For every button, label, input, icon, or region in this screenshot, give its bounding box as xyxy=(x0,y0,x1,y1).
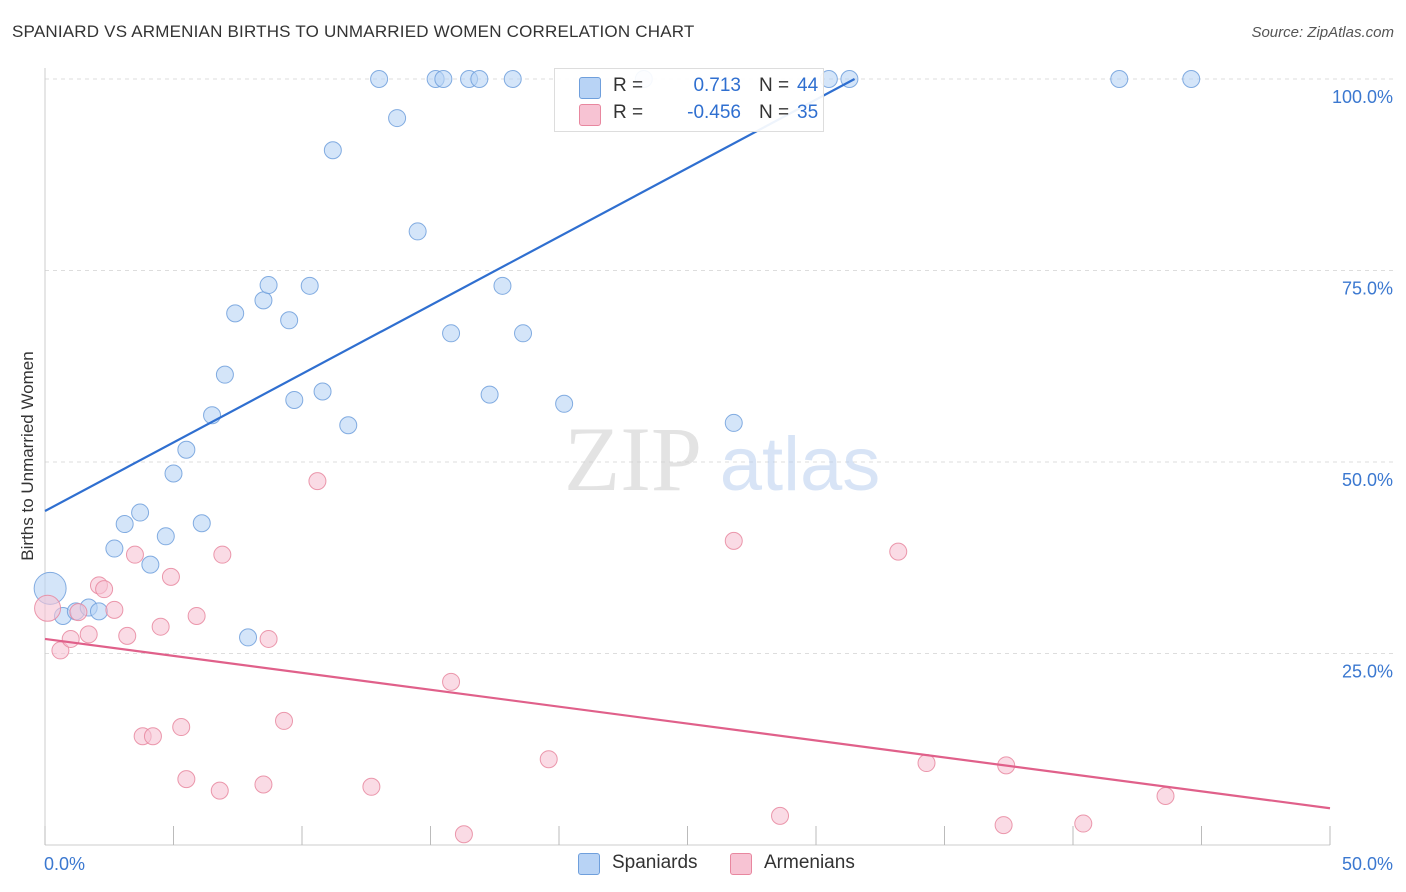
armenians-trend-line xyxy=(44,637,1331,810)
spaniard-point xyxy=(192,514,211,533)
spaniard-point xyxy=(141,555,160,574)
spaniard-point xyxy=(259,276,278,295)
armenians-legend-label: Armenians xyxy=(764,852,855,873)
armenian-point xyxy=(308,472,327,491)
armenian-point xyxy=(994,816,1013,835)
spaniard-point xyxy=(164,464,183,483)
spaniards-legend-label: Spaniards xyxy=(612,852,698,873)
tick-labels: 100.0% 75.0% 50.0% 25.0% 0.0% 50.0% xyxy=(44,87,1393,874)
trend-lines xyxy=(44,78,1331,810)
armenian-point xyxy=(61,629,80,648)
armenian-point xyxy=(275,711,294,730)
spaniard-point xyxy=(503,70,522,88)
spaniard-point xyxy=(226,304,245,323)
spaniard-point xyxy=(555,394,574,413)
armenian-point xyxy=(177,770,196,789)
armenian-point xyxy=(161,567,180,586)
spaniard-point xyxy=(408,222,427,241)
armenian-point xyxy=(454,825,473,844)
spaniard-point xyxy=(156,527,175,546)
armenian-point xyxy=(1074,814,1093,833)
spaniard-point xyxy=(323,141,342,160)
armenian-point xyxy=(105,600,124,619)
spaniard-point xyxy=(285,390,304,409)
armenians-swatch xyxy=(579,104,601,126)
spaniard-point xyxy=(300,276,319,295)
spaniard-point xyxy=(105,539,124,558)
spaniards-legend-swatch xyxy=(578,853,600,875)
spaniard-point xyxy=(115,515,134,534)
spaniard-point xyxy=(131,503,150,522)
armenian-point xyxy=(210,781,229,800)
axes xyxy=(44,68,1331,846)
legend-n-value: 44 xyxy=(797,75,819,96)
source-label: Source: ZipAtlas.com xyxy=(1251,24,1394,41)
armenian-point xyxy=(889,542,908,561)
spaniard-point xyxy=(514,324,533,343)
legend-n-value: 35 xyxy=(797,102,819,123)
spaniards-swatch xyxy=(579,77,601,99)
y-tick-label: 75.0% xyxy=(1342,279,1393,299)
spaniard-point xyxy=(254,291,273,310)
spaniard-point xyxy=(280,311,299,330)
legend-r-label: R = xyxy=(613,102,644,123)
spaniard-point xyxy=(177,440,196,459)
stats-legend: R = 0.713 N = 44 R = -0.456 N = 35 xyxy=(554,68,824,132)
armenian-point xyxy=(259,629,278,648)
legend-n-label: N = xyxy=(759,102,790,123)
legend-r-value: -0.456 xyxy=(687,102,741,123)
y-tick-label: 100.0% xyxy=(1332,87,1393,107)
spaniard-point xyxy=(239,628,258,647)
armenian-point xyxy=(125,545,144,564)
armenian-point xyxy=(362,777,381,796)
x-tick-label: 0.0% xyxy=(44,854,85,874)
grid-lines xyxy=(45,78,1395,654)
spaniard-point xyxy=(339,416,358,435)
chart-title: SPANIARD VS ARMENIAN BIRTHS TO UNMARRIED… xyxy=(12,22,695,41)
armenian-point xyxy=(539,750,558,769)
armenian-point xyxy=(254,775,273,794)
spaniard-point xyxy=(1110,70,1129,88)
armenian-point xyxy=(143,727,162,746)
armenian-point xyxy=(95,580,114,599)
armenian-point xyxy=(442,672,461,691)
spaniard-point xyxy=(724,413,743,432)
armenian-point xyxy=(79,625,98,644)
spaniard-point xyxy=(89,602,108,621)
armenian-point xyxy=(1156,786,1175,805)
armenian-point xyxy=(724,531,743,550)
armenian-point xyxy=(187,606,206,625)
data-points xyxy=(33,70,1201,844)
legend-r-value: 0.713 xyxy=(693,75,741,96)
spaniard-point xyxy=(388,109,407,128)
watermark: ZIP atlas xyxy=(564,408,880,510)
spaniard-point xyxy=(434,70,453,88)
y-tick-label: 25.0% xyxy=(1342,662,1393,682)
armenian-point xyxy=(151,617,170,636)
armenian-point xyxy=(118,626,137,645)
armenian-point xyxy=(34,594,62,622)
spaniard-point xyxy=(470,70,489,88)
watermark-zip: ZIP xyxy=(564,408,702,510)
armenian-point xyxy=(69,603,88,622)
watermark-atlas: atlas xyxy=(720,422,881,507)
spaniard-point xyxy=(442,324,461,343)
armenian-point xyxy=(917,754,936,773)
y-tick-label: 50.0% xyxy=(1342,470,1393,490)
spaniard-point xyxy=(480,385,499,404)
armenian-point xyxy=(172,718,191,737)
spaniard-point xyxy=(215,365,234,384)
spaniard-point xyxy=(370,70,389,88)
armenians-legend-swatch xyxy=(730,853,752,875)
spaniard-point xyxy=(493,276,512,295)
legend-n-label: N = xyxy=(759,75,790,96)
spaniards-trend-line xyxy=(44,78,856,512)
armenian-point xyxy=(771,806,790,825)
legend-r-label: R = xyxy=(613,75,644,96)
spaniard-point xyxy=(1182,70,1201,88)
x-tick-label: 50.0% xyxy=(1342,854,1393,874)
spaniard-point xyxy=(313,382,332,401)
armenian-point xyxy=(213,545,232,564)
